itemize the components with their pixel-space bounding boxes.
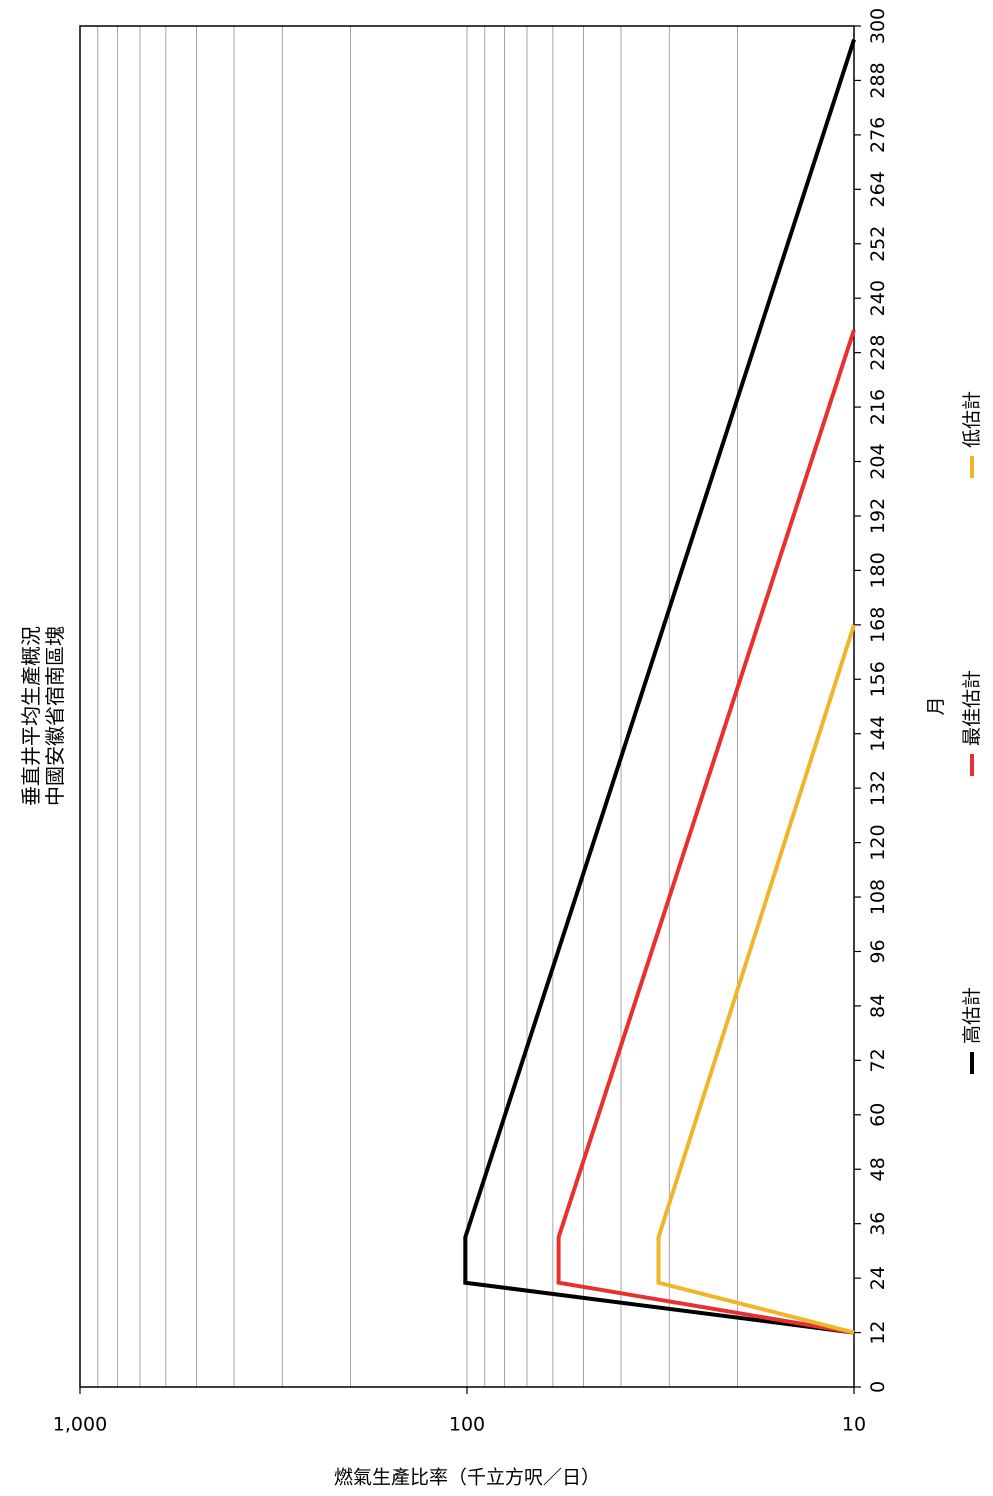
x-tick-label: 192 <box>867 498 889 534</box>
x-tick-label: 168 <box>867 607 889 643</box>
x-tick-label: 156 <box>867 661 889 697</box>
chart-subtitle: 中國安徽省宿南區塊 <box>43 626 67 806</box>
series-lines <box>463 38 856 1335</box>
y-tick-labels: 10 100 1,000 <box>53 1414 866 1436</box>
axis-ticks <box>79 25 861 1394</box>
legend-label: 最佳估計 <box>961 670 983 746</box>
x-tick-label: 144 <box>867 716 889 752</box>
x-tick-label: 12 <box>867 1320 889 1344</box>
x-tick-labels: 0 12 24 36 48 60 72 84 96 108 120 132 144 156 168 180 19… <box>867 8 889 1393</box>
x-tick-label: 288 <box>867 62 889 98</box>
gridlines <box>97 26 739 1387</box>
y-axis-title: 燃氣生產比率（千立方呎／日） <box>334 1467 600 1489</box>
x-tick-label: 240 <box>867 280 889 316</box>
x-tick-label: 204 <box>867 443 889 479</box>
y-tick-label: 1,000 <box>53 1414 107 1436</box>
x-tick-label: 300 <box>867 8 889 44</box>
x-tick-label: 72 <box>867 1048 889 1072</box>
x-tick-label: 36 <box>867 1212 889 1236</box>
x-tick-label: 84 <box>867 994 889 1018</box>
series-line-低估計 <box>656 624 856 1335</box>
legend-label: 高估計 <box>961 987 983 1044</box>
y-tick-label: 100 <box>449 1414 485 1436</box>
legend-label: 低估計 <box>961 391 983 448</box>
series-line-高估計 <box>463 38 856 1335</box>
x-tick-label: 276 <box>867 117 889 153</box>
x-tick-label: 96 <box>867 939 889 963</box>
x-tick-label: 108 <box>867 879 889 915</box>
x-tick-label: 48 <box>867 1157 889 1181</box>
x-axis-title: 月 <box>925 696 947 715</box>
legend: 高估計 最佳估計 低估計 <box>961 391 983 1074</box>
x-tick-label: 120 <box>867 824 889 860</box>
x-tick-label: 216 <box>867 389 889 425</box>
series-line-最佳估計 <box>556 329 856 1335</box>
x-tick-label: 252 <box>867 226 889 262</box>
x-tick-label: 180 <box>867 552 889 588</box>
x-tick-label: 228 <box>867 335 889 371</box>
x-tick-label: 0 <box>867 1381 889 1393</box>
y-tick-label: 10 <box>842 1414 866 1436</box>
x-tick-label: 132 <box>867 770 889 806</box>
x-tick-label: 60 <box>867 1103 889 1127</box>
x-tick-label: 264 <box>867 171 889 207</box>
chart-title: 垂直井平均生產概況 <box>19 626 43 806</box>
x-tick-label: 24 <box>867 1266 889 1290</box>
